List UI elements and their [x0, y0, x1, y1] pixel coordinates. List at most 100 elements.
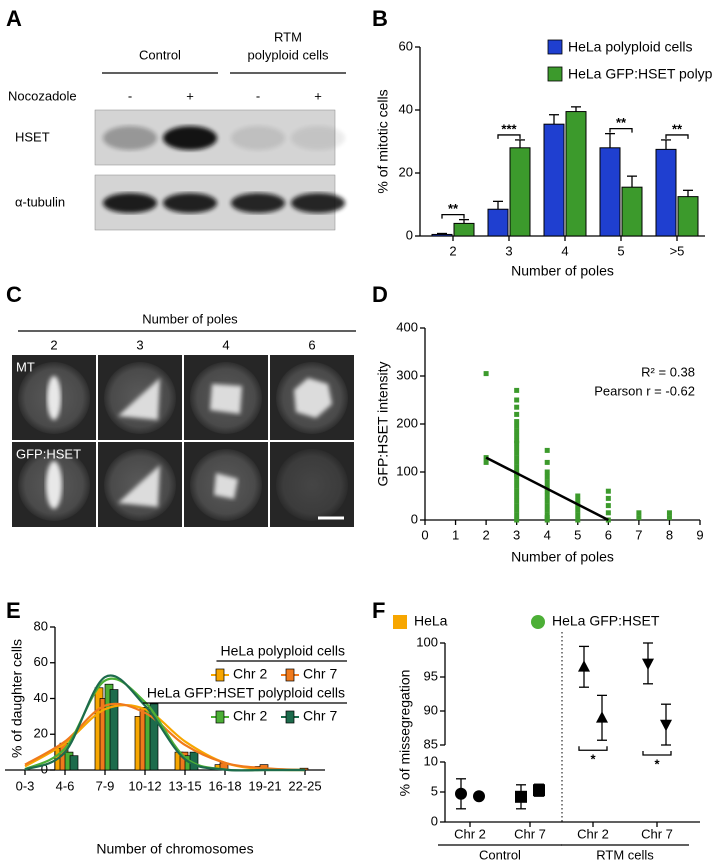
point — [544, 503, 550, 509]
legend-swatch — [547, 66, 563, 82]
blot-band — [163, 193, 217, 213]
y-tick-label: 5 — [431, 783, 438, 798]
point — [473, 790, 485, 803]
point — [642, 658, 654, 670]
legend-group-title: HeLa GFP:HSET polyploid cells — [147, 685, 345, 701]
legend-swatch — [285, 668, 295, 682]
point — [605, 495, 611, 501]
blot-band — [231, 126, 285, 150]
panel-label: E — [6, 598, 21, 623]
x-tick-label: 22-25 — [288, 778, 321, 793]
y-axis-label: % of daughter cells — [9, 639, 25, 758]
column-label: 4 — [222, 337, 229, 352]
legend-swatch — [531, 615, 545, 629]
point — [544, 493, 550, 499]
treatment-sign: - — [256, 88, 260, 103]
x-tick-label: 9 — [696, 527, 703, 542]
bar — [453, 222, 475, 237]
sig-label: ** — [672, 121, 683, 136]
point — [514, 411, 520, 417]
legend-label: Chr 2 — [233, 666, 267, 682]
bar — [599, 147, 621, 237]
x-tick-label: 1 — [452, 527, 459, 542]
point — [514, 498, 520, 504]
column-label: 2 — [50, 337, 57, 352]
x-tick-label: 16-18 — [208, 778, 241, 793]
legend-label: HeLa polyploid cells — [568, 39, 693, 55]
point — [514, 479, 520, 485]
point — [514, 517, 520, 523]
sig-bracket — [497, 134, 521, 139]
point — [514, 493, 520, 499]
point — [575, 512, 581, 518]
point — [514, 445, 520, 451]
error-bar — [571, 106, 581, 112]
x-axis-label: Number of chromosomes — [96, 841, 253, 857]
bar — [509, 147, 531, 237]
spindle — [214, 473, 238, 499]
legend-swatch — [547, 39, 563, 55]
row-label: MT — [16, 359, 35, 374]
spindle — [210, 384, 242, 414]
y-tick-label: 10 — [424, 753, 438, 768]
x-tick-label: Chr 7 — [641, 826, 673, 841]
spindle — [47, 376, 61, 420]
y-tick-label: 0 — [406, 227, 413, 242]
point — [575, 493, 581, 499]
point — [544, 479, 550, 485]
x-tick-label: 13-15 — [168, 778, 201, 793]
y-tick-label: 95 — [424, 668, 438, 683]
point — [514, 459, 520, 465]
bar — [655, 148, 677, 237]
x-axis-label: Number of poles — [511, 263, 614, 279]
point — [514, 428, 520, 434]
x-tick-label: 10-12 — [128, 778, 161, 793]
sig-label: ** — [448, 201, 459, 216]
spindle — [46, 461, 62, 509]
column-label: 6 — [308, 337, 315, 352]
treatment-sign: + — [314, 88, 322, 103]
group-label: Control — [479, 847, 521, 862]
point — [514, 404, 520, 410]
blot-band — [163, 126, 217, 150]
point — [514, 387, 520, 393]
bar — [677, 196, 699, 237]
x-tick-label: 6 — [605, 527, 612, 542]
spindle — [294, 378, 332, 418]
treatment-sign: + — [186, 88, 194, 103]
y-tick-label: 85 — [424, 736, 438, 751]
x-tick-label: 4-6 — [56, 778, 75, 793]
y-tick-label: 300 — [396, 367, 418, 382]
panel-label: F — [372, 598, 385, 623]
fit-curve — [24, 702, 306, 772]
bar — [69, 755, 79, 771]
point — [544, 498, 550, 504]
x-tick-label: 19-21 — [248, 778, 281, 793]
error-bar — [515, 139, 525, 148]
point — [514, 507, 520, 513]
point — [455, 787, 467, 800]
point — [514, 512, 520, 518]
point — [544, 488, 550, 494]
point — [605, 510, 611, 516]
group-header: Control — [139, 47, 181, 62]
x-tick-label: 7 — [635, 527, 642, 542]
sig-bracket — [441, 213, 465, 219]
annotation: R² = 0.38 — [641, 364, 695, 379]
blot-band — [103, 193, 157, 213]
blot-band — [291, 126, 345, 150]
legend-label: HeLa GFP:HSET — [552, 613, 660, 629]
y-tick-label: 400 — [396, 319, 418, 334]
point — [514, 419, 520, 425]
point — [483, 459, 489, 465]
error-bar — [437, 232, 447, 235]
x-tick-label: 2 — [482, 527, 489, 542]
point — [514, 423, 520, 429]
point — [578, 660, 590, 672]
x-tick-label: 3 — [505, 243, 512, 258]
group-label: RTM cells — [596, 847, 654, 862]
bar — [149, 703, 159, 771]
panel-label: C — [6, 282, 22, 307]
